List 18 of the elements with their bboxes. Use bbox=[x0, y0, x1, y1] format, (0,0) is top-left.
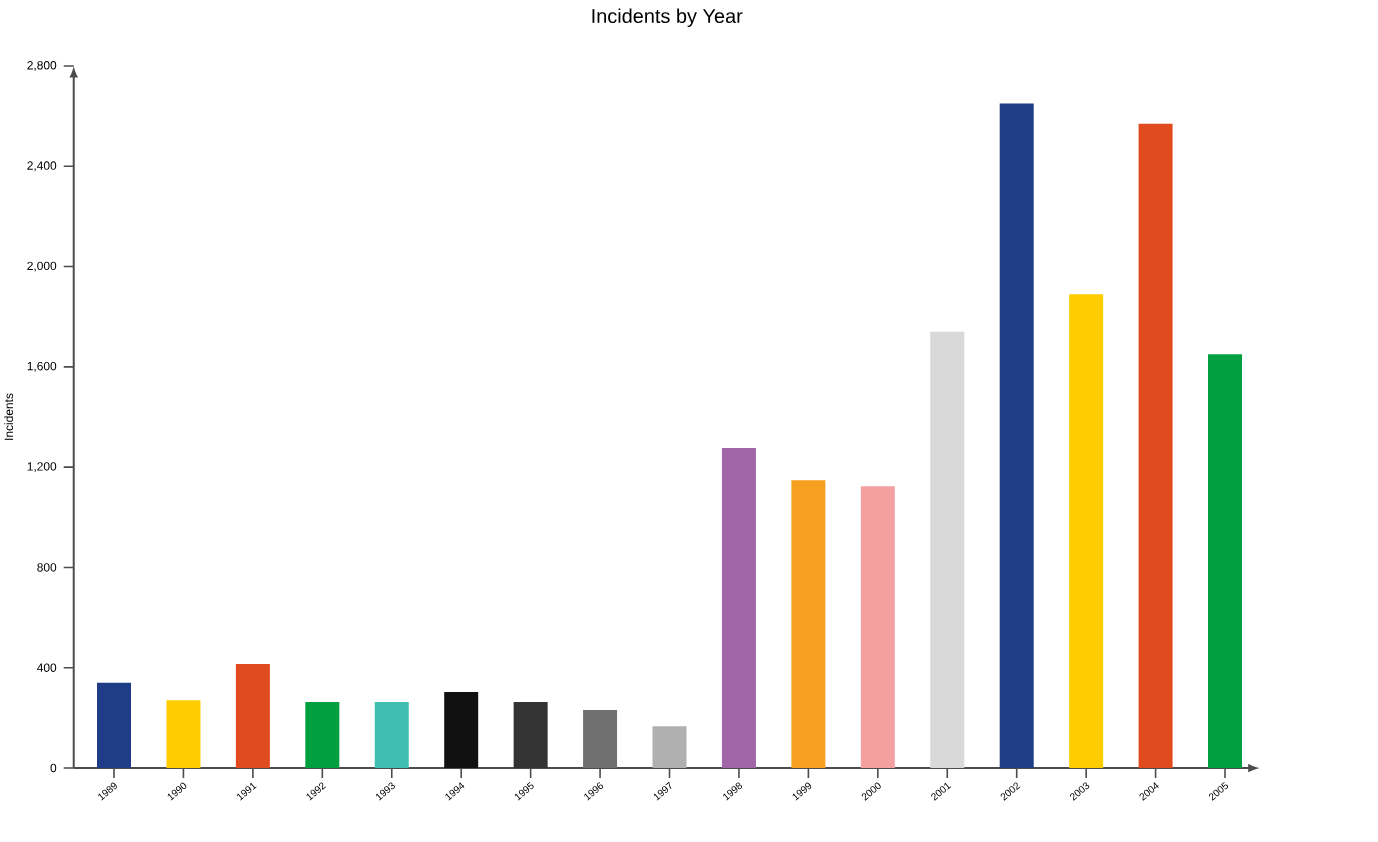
bar bbox=[860, 486, 895, 768]
bar bbox=[999, 103, 1034, 768]
bar bbox=[1208, 354, 1243, 768]
bar bbox=[305, 702, 340, 768]
bar bbox=[791, 480, 826, 768]
bar bbox=[166, 700, 201, 768]
bar bbox=[97, 682, 131, 768]
chart-title: Incidents by Year bbox=[592, 8, 743, 27]
bar bbox=[652, 726, 687, 768]
bar bbox=[1138, 123, 1173, 768]
bar bbox=[235, 663, 270, 768]
bar bbox=[1069, 294, 1104, 768]
bar bbox=[583, 710, 618, 768]
bar bbox=[444, 692, 479, 768]
bar bbox=[930, 331, 965, 768]
bar bbox=[721, 448, 756, 768]
bar bbox=[513, 702, 548, 768]
bar bbox=[374, 702, 409, 768]
